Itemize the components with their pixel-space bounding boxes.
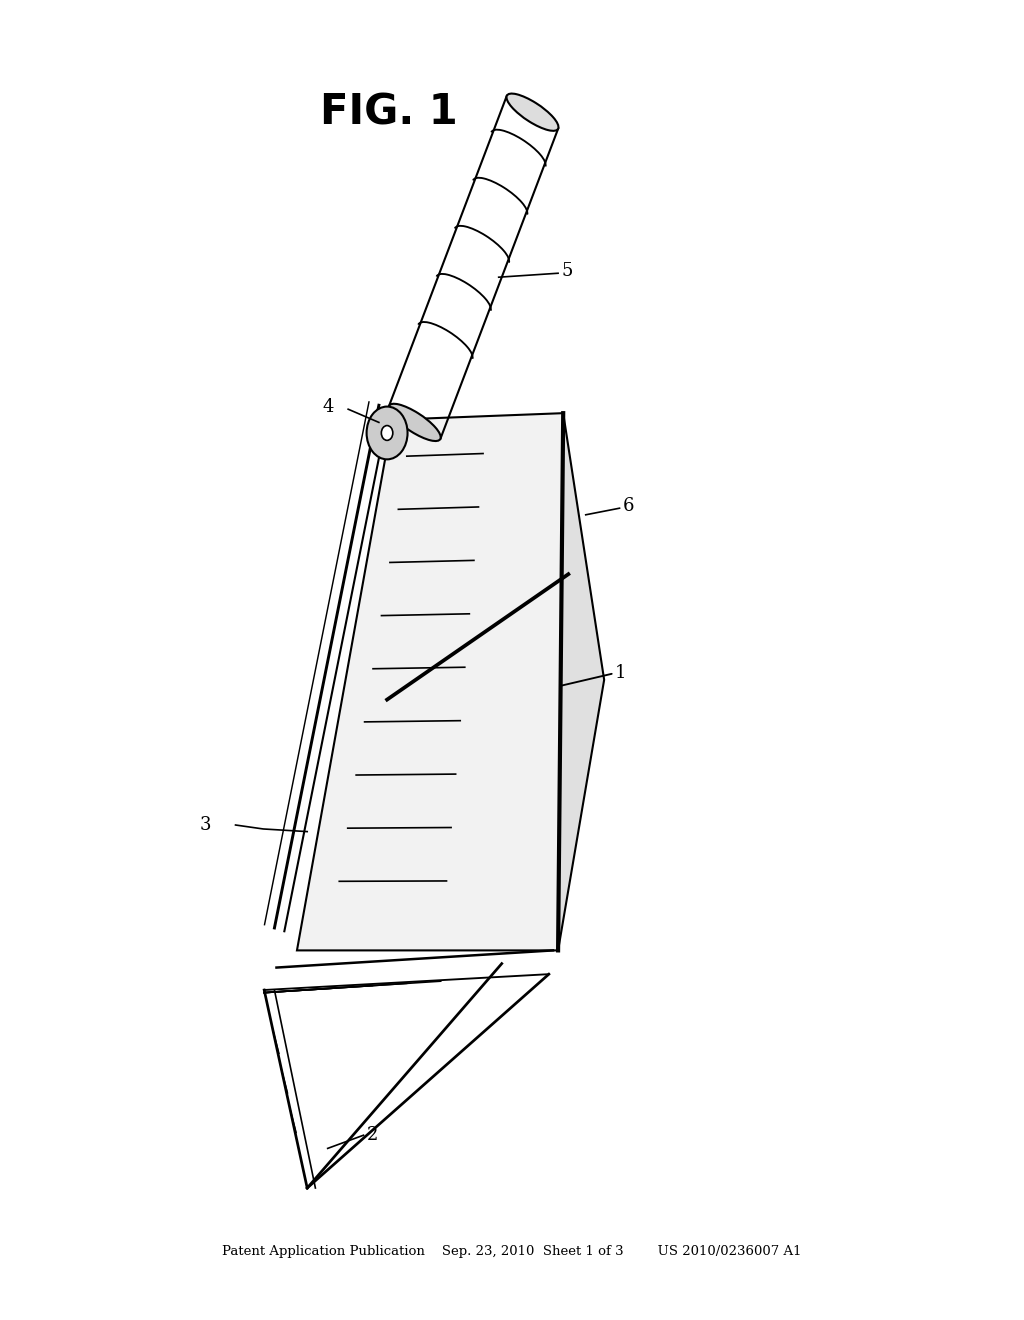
Ellipse shape (389, 404, 440, 441)
Text: 1: 1 (614, 664, 626, 682)
Text: 6: 6 (623, 496, 634, 515)
Text: 3: 3 (200, 816, 211, 834)
Text: 4: 4 (323, 397, 334, 416)
Polygon shape (297, 413, 563, 950)
Text: Patent Application Publication    Sep. 23, 2010  Sheet 1 of 3        US 2010/023: Patent Application Publication Sep. 23, … (222, 1245, 802, 1258)
Text: 5: 5 (561, 261, 572, 280)
Polygon shape (558, 413, 604, 950)
Circle shape (381, 425, 393, 441)
Ellipse shape (507, 94, 558, 131)
Circle shape (367, 407, 408, 459)
Text: 2: 2 (367, 1126, 378, 1144)
Text: FIG. 1: FIG. 1 (321, 91, 458, 133)
